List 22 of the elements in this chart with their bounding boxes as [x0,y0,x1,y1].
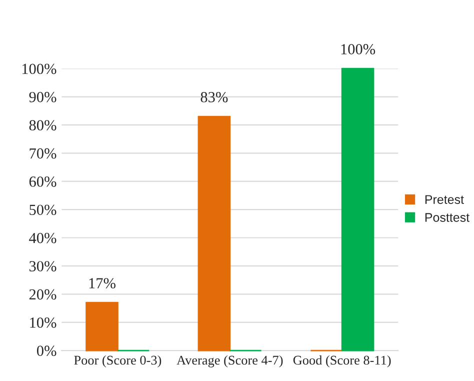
x-tick-label: Poor (Score 0-3) [74,355,162,368]
data-label: 17% [89,278,116,288]
legend-label: Posttest [425,213,470,222]
data-label: 83% [200,92,228,102]
y-tick-label: 60% [29,176,56,187]
bar [198,116,231,352]
y-tick-label: 10% [30,317,56,328]
bar [86,302,118,352]
x-tick-label: Good (Score 8-11) [293,355,391,368]
bar [341,68,374,352]
y-tick-label: 100% [22,64,56,74]
x-tick-label: Average (Score 4-7) [176,355,283,368]
y-tick-label: 20% [29,289,56,300]
y-tick-label: 40% [29,232,56,244]
y-tick-label: 0% [36,346,56,356]
y-tick-label: 80% [29,120,56,130]
y-tick-label: 70% [30,148,56,159]
legend-label: Pretest [425,195,464,204]
data-label: 100% [341,44,376,54]
y-tick-label: 90% [29,92,56,102]
y-tick-label: 30% [29,261,56,272]
y-tick-label: 50% [30,204,56,216]
